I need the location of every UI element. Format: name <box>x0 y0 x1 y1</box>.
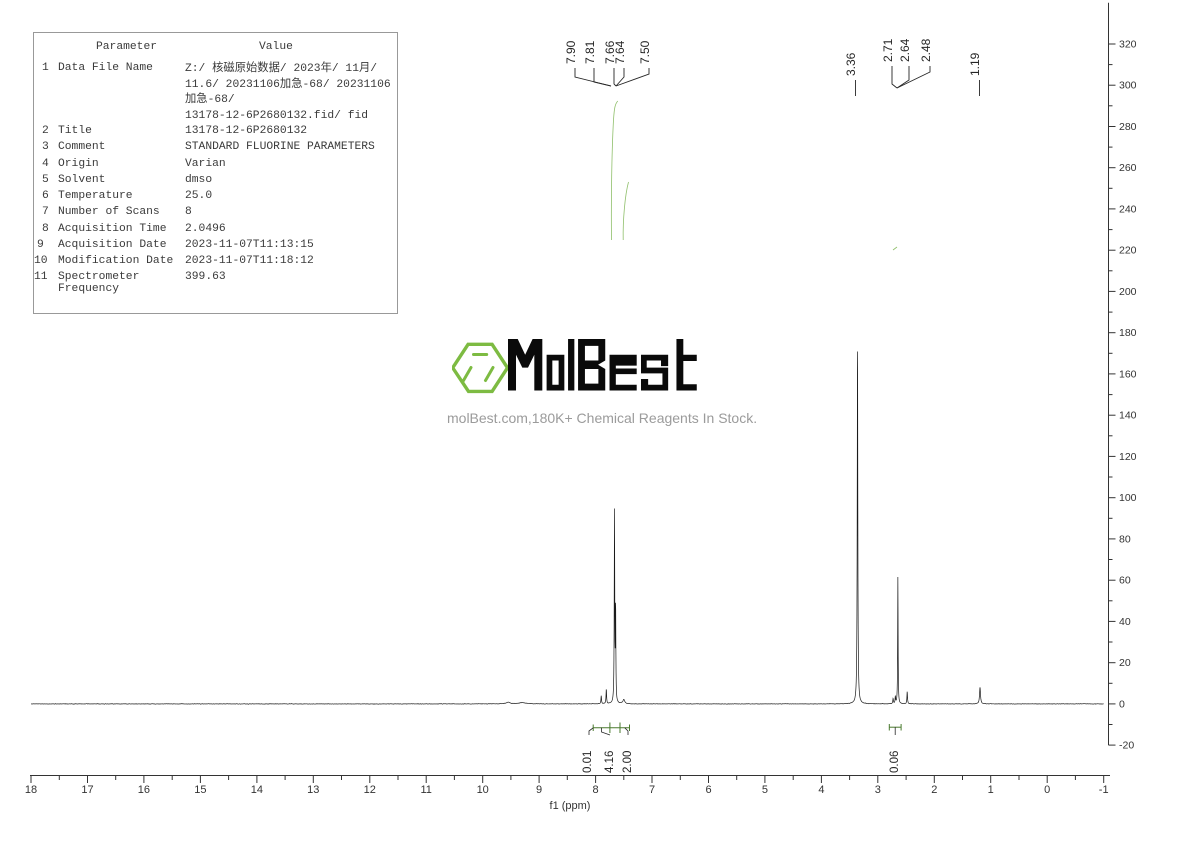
svg-text:2: 2 <box>931 784 937 796</box>
svg-text:10: 10 <box>477 784 489 796</box>
svg-text:f1 (ppm): f1 (ppm) <box>550 800 591 812</box>
svg-text:18: 18 <box>25 784 37 796</box>
svg-text:11: 11 <box>420 784 431 796</box>
svg-text:180: 180 <box>1119 327 1137 339</box>
svg-text:80: 80 <box>1119 533 1131 545</box>
svg-text:20: 20 <box>1119 657 1131 669</box>
svg-text:9: 9 <box>536 784 542 796</box>
svg-text:240: 240 <box>1119 203 1137 215</box>
svg-text:160: 160 <box>1119 368 1137 380</box>
svg-text:16: 16 <box>138 784 150 796</box>
svg-text:0.06: 0.06 <box>889 751 901 773</box>
svg-text:14: 14 <box>251 784 263 796</box>
svg-text:8: 8 <box>593 784 599 796</box>
svg-text:5: 5 <box>762 784 768 796</box>
svg-text:7.50: 7.50 <box>638 40 652 64</box>
svg-text:3: 3 <box>875 784 881 796</box>
svg-text:1.19: 1.19 <box>968 52 982 76</box>
svg-text:1: 1 <box>988 784 994 796</box>
svg-text:3.36: 3.36 <box>844 52 858 76</box>
svg-text:2.64: 2.64 <box>898 38 912 62</box>
svg-text:60: 60 <box>1119 575 1131 587</box>
svg-text:17: 17 <box>81 784 93 796</box>
svg-text:7.81: 7.81 <box>583 40 597 64</box>
svg-text:300: 300 <box>1119 80 1137 92</box>
svg-text:7: 7 <box>649 784 655 796</box>
svg-text:320: 320 <box>1119 39 1137 51</box>
svg-text:4: 4 <box>818 784 824 796</box>
svg-text:7.90: 7.90 <box>564 40 578 64</box>
svg-text:200: 200 <box>1119 286 1137 298</box>
svg-text:280: 280 <box>1119 121 1137 133</box>
svg-text:40: 40 <box>1119 616 1131 628</box>
svg-text:-1: -1 <box>1099 784 1109 796</box>
svg-text:6: 6 <box>705 784 711 796</box>
svg-text:2.71: 2.71 <box>881 38 895 62</box>
svg-text:2.48: 2.48 <box>919 38 933 62</box>
svg-text:100: 100 <box>1119 492 1137 504</box>
svg-text:7.64: 7.64 <box>613 40 627 64</box>
svg-text:0: 0 <box>1044 784 1050 796</box>
svg-text:220: 220 <box>1119 245 1137 257</box>
svg-text:13: 13 <box>307 784 319 796</box>
svg-text:15: 15 <box>194 784 206 796</box>
svg-text:0: 0 <box>1119 698 1125 710</box>
svg-text:2.00: 2.00 <box>622 751 634 773</box>
svg-text:4.16: 4.16 <box>604 751 616 773</box>
svg-text:260: 260 <box>1119 162 1137 174</box>
svg-text:12: 12 <box>364 784 376 796</box>
svg-text:-20: -20 <box>1119 740 1134 752</box>
svg-text:140: 140 <box>1119 410 1137 422</box>
svg-text:120: 120 <box>1119 451 1137 463</box>
svg-text:0.01: 0.01 <box>582 751 594 773</box>
